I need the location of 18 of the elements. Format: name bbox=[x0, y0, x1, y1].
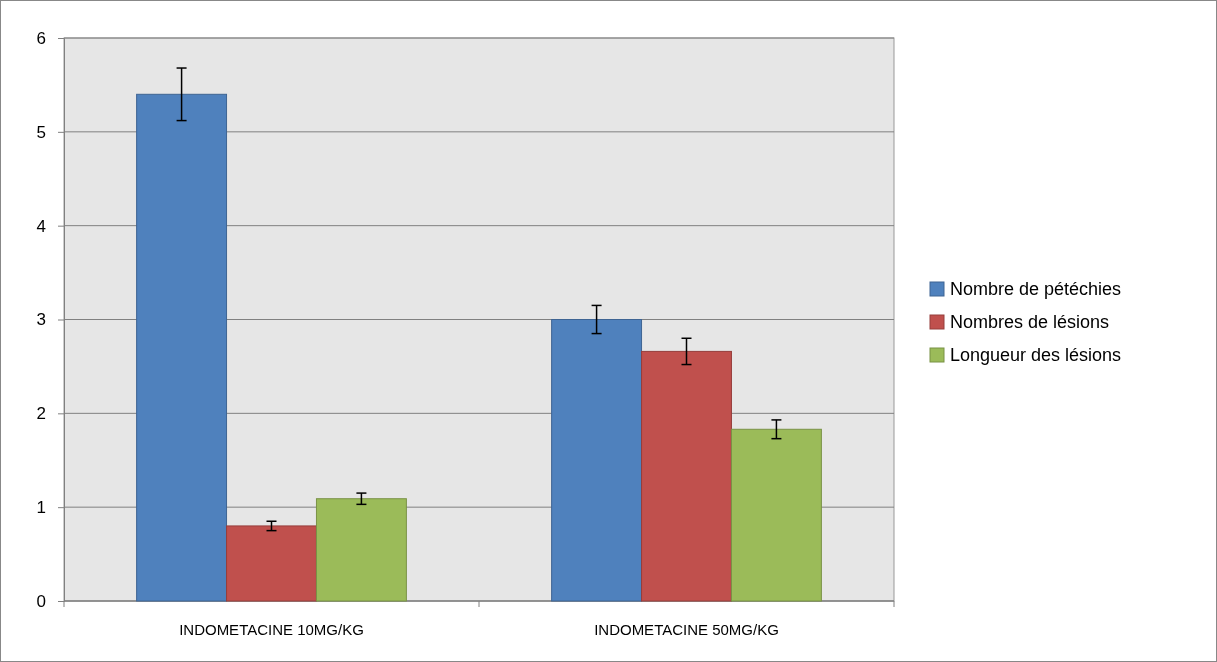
y-tick-label: 4 bbox=[36, 216, 46, 236]
x-tick-label: INDOMETACINE 10MG/KG bbox=[179, 621, 364, 638]
bar bbox=[730, 428, 822, 602]
bar bbox=[641, 350, 732, 602]
bar bbox=[315, 498, 407, 602]
y-tick-label: 5 bbox=[36, 122, 46, 142]
bar bbox=[551, 319, 643, 602]
y-tick-label: 1 bbox=[36, 498, 46, 518]
y-tick-label: 0 bbox=[36, 591, 46, 611]
bar bbox=[226, 525, 317, 602]
legend-label: Nombres de lésions bbox=[950, 312, 1110, 332]
y-tick-label: 2 bbox=[36, 404, 46, 424]
legend-label: Nombre de pétéchies bbox=[950, 279, 1122, 299]
legend-label: Longueur des lésions bbox=[950, 345, 1122, 365]
bar bbox=[136, 93, 228, 602]
x-tick-label: INDOMETACINE 50MG/KG bbox=[594, 621, 779, 638]
y-tick-label: 3 bbox=[36, 310, 46, 330]
y-tick-label: 6 bbox=[36, 28, 46, 48]
